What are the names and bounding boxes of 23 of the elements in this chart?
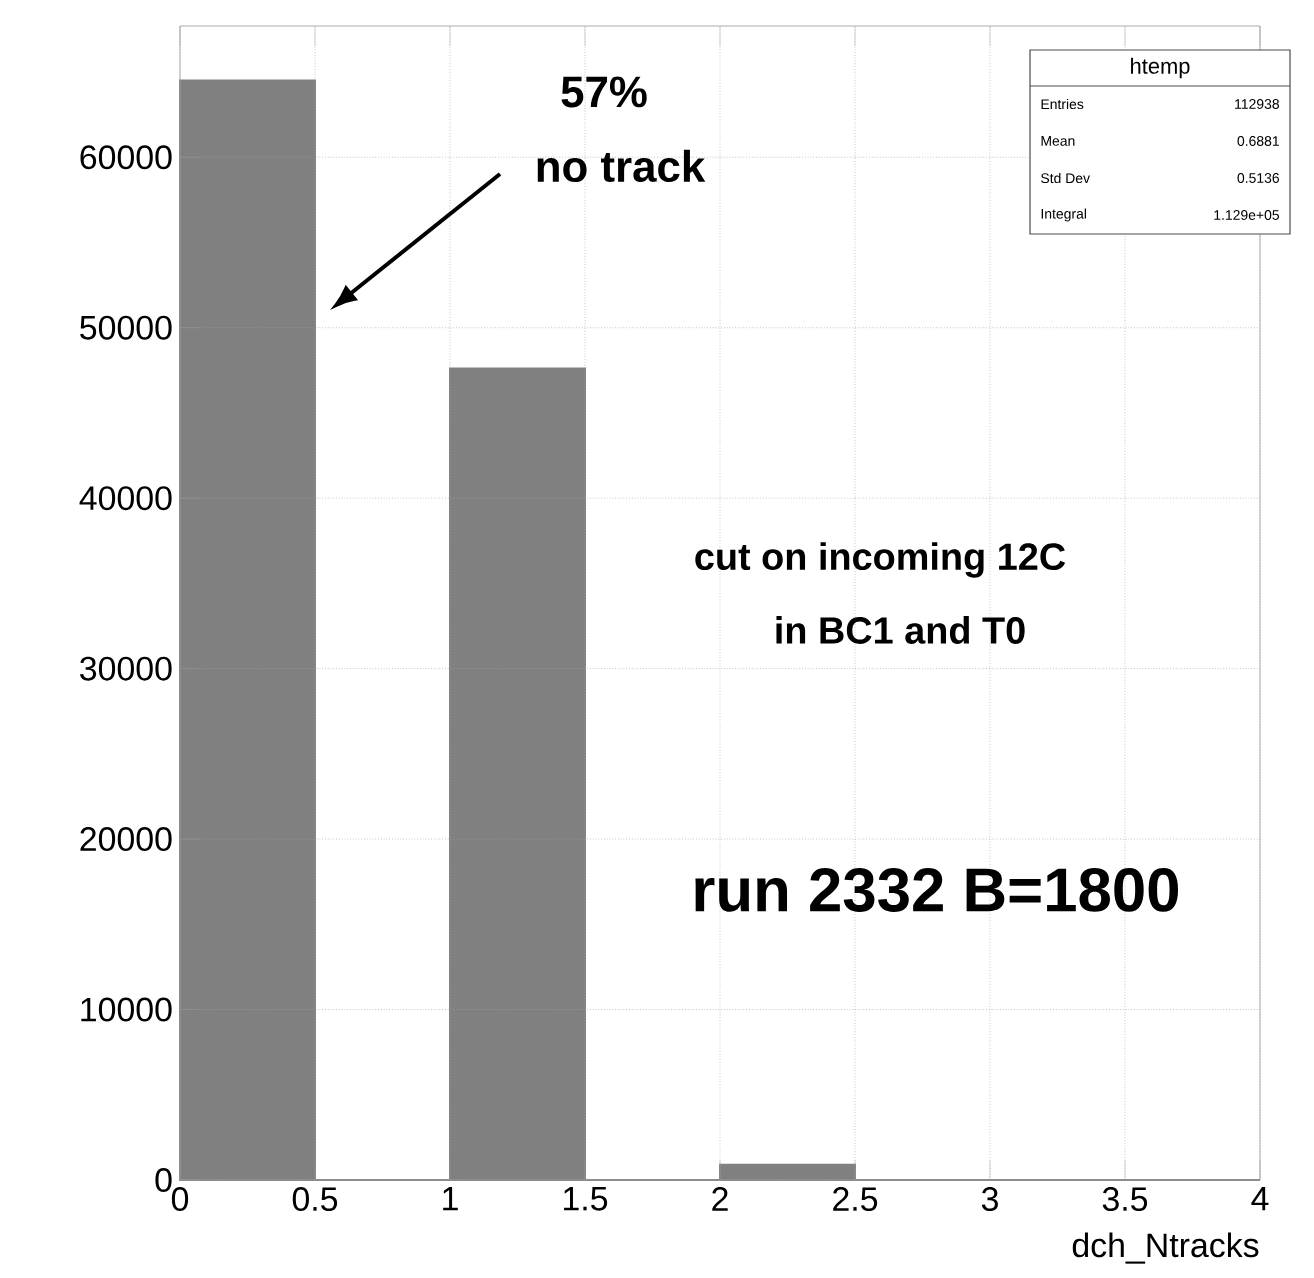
y-tick-label: 60000 [80, 145, 172, 170]
x-tick-label: 0.5 [292, 1187, 338, 1212]
y-tick-label: 10000 [81, 997, 172, 1022]
annotation: 57% [561, 76, 647, 108]
annotation: htemp [1131, 57, 1190, 79]
x-axis-title: dch_Ntracks [1072, 1232, 1259, 1264]
x-tick-label: 1.5 [564, 1187, 608, 1211]
x-tick-label: 4 [1251, 1187, 1269, 1211]
y-tick-label: 50000 [80, 315, 172, 340]
y-tick-label: 0 [155, 1168, 172, 1192]
annotation: no track [537, 149, 706, 183]
annotation: in BC1 and T0 [776, 616, 1025, 644]
x-tick-label: 3.5 [1102, 1187, 1148, 1212]
x-tick-label: 0 [171, 1187, 189, 1212]
annotation: cut on incoming 12C [695, 542, 1066, 578]
x-tick-label: 3 [981, 1187, 998, 1212]
y-tick-label: 20000 [80, 827, 172, 852]
annotation: run 2332 B=1800 [695, 868, 1179, 912]
x-tick-label: 2 [712, 1187, 728, 1211]
y-tick-label: 30000 [80, 656, 172, 681]
x-tick-label: 2.5 [833, 1187, 878, 1212]
y-tick-label: 40000 [79, 486, 172, 511]
x-tick-label: 1 [443, 1187, 458, 1211]
